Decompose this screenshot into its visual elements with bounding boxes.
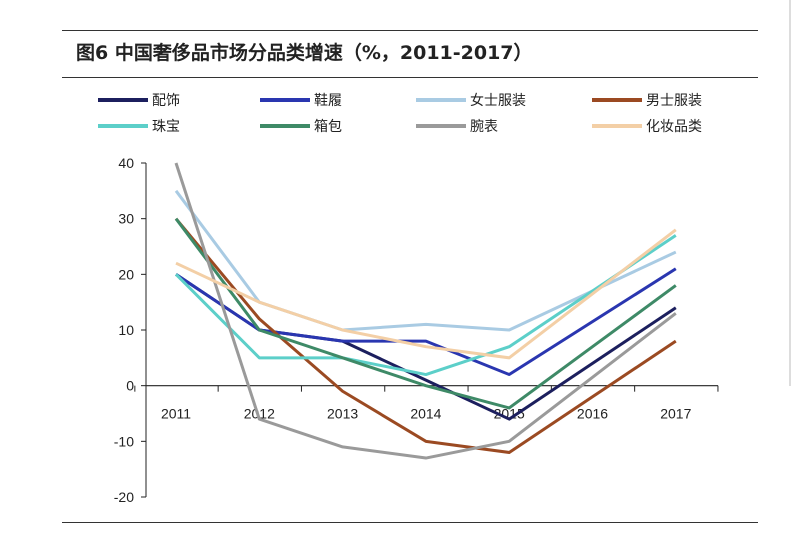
series-line-6 <box>174 162 677 460</box>
y-tick-label: -10 <box>114 433 134 449</box>
legend-label: 腕表 <box>470 119 498 135</box>
x-tick-label: 2013 <box>327 406 358 422</box>
y-tick-label: 40 <box>118 155 134 171</box>
y-tick-label: 20 <box>118 266 134 282</box>
legend-label: 珠宝 <box>152 119 180 135</box>
legend-item: 配饰 <box>98 90 180 110</box>
title-rule <box>62 77 758 78</box>
legend-swatch <box>98 124 148 128</box>
x-tick-label: 2015 <box>494 406 525 422</box>
bottom-rule <box>62 522 758 523</box>
legend-label: 女士服装 <box>470 93 526 109</box>
legend-label: 化妆品类 <box>646 119 702 135</box>
legend-label: 配饰 <box>152 93 180 109</box>
series-line-4 <box>174 234 677 377</box>
y-tick-label: 10 <box>118 322 134 338</box>
chart-title: 图6 中国奢侈品市场分品类增速（%，2011-2017） <box>76 42 533 64</box>
legend-item: 箱包 <box>260 116 342 136</box>
legend-item: 男士服装 <box>592 90 702 110</box>
legend-swatch <box>260 124 310 128</box>
legend-swatch <box>592 98 642 102</box>
legend-label: 鞋履 <box>314 93 342 109</box>
legend-item: 化妆品类 <box>592 116 702 136</box>
y-tick-label: 0 <box>126 378 134 394</box>
legend-swatch <box>98 98 148 102</box>
legend-item: 鞋履 <box>260 90 342 110</box>
x-tick-label: 2017 <box>660 406 691 422</box>
x-tick-label: 2012 <box>244 406 275 422</box>
top-rule <box>62 30 758 31</box>
page-edge <box>789 0 791 386</box>
x-tick-label: 2011 <box>161 406 191 422</box>
legend-swatch <box>592 124 642 128</box>
y-tick-label: 30 <box>118 211 134 227</box>
x-tick-label: 2016 <box>577 406 608 422</box>
legend-item: 腕表 <box>416 116 498 136</box>
legend-label: 男士服装 <box>646 93 702 109</box>
series-line-5 <box>174 217 677 410</box>
series-line-3 <box>174 217 677 454</box>
series-line-7 <box>175 228 677 360</box>
x-tick-label: 2014 <box>410 406 441 422</box>
legend-swatch <box>416 98 466 102</box>
y-tick-label: -20 <box>114 489 134 505</box>
legend-label: 箱包 <box>314 119 342 135</box>
legend-item: 珠宝 <box>98 116 180 136</box>
legend-item: 女士服装 <box>416 90 526 110</box>
legend-swatch <box>260 98 310 102</box>
legend-swatch <box>416 124 466 128</box>
